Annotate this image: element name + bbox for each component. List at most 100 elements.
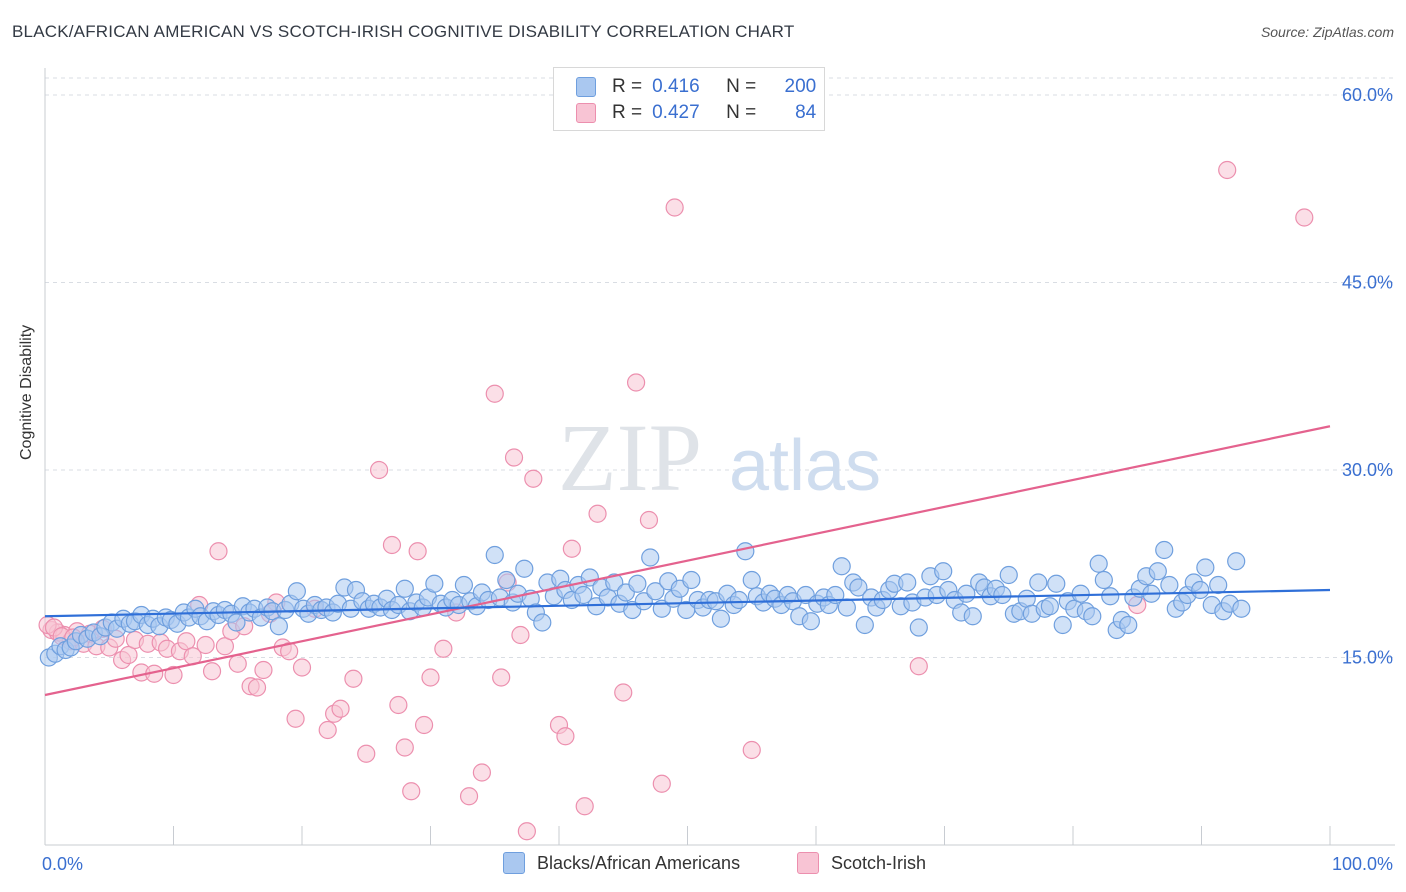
y-tick-label: 15.0% <box>1342 648 1393 668</box>
y-axis-label: Cognitive Disability <box>18 324 35 460</box>
legend-swatch-pink <box>576 103 596 123</box>
black-african-american-point <box>515 559 534 578</box>
black-african-american-point <box>1040 597 1059 616</box>
scotch-irish-point <box>434 639 453 658</box>
scotch-irish-point <box>164 665 183 685</box>
scotch-irish-point <box>614 683 633 702</box>
scotch-irish-point <box>1218 160 1237 180</box>
axes <box>44 68 1395 846</box>
black-african-american-point <box>1101 587 1120 606</box>
y-tick-label: 45.0% <box>1342 273 1393 293</box>
black-african-american-point <box>287 582 306 601</box>
y-tick-label: 30.0% <box>1342 460 1393 480</box>
legend-swatch-pink <box>797 852 819 874</box>
scotch-irish-point <box>1295 208 1314 227</box>
black-african-american-point <box>801 612 820 631</box>
black-african-american-point <box>1119 615 1138 635</box>
scotch-irish-point <box>318 720 337 740</box>
scotch-irish-point <box>742 740 761 760</box>
x-tick-label: 0.0% <box>42 854 83 874</box>
scotch-irish-point <box>389 695 408 715</box>
scotch-irish-point <box>665 198 684 217</box>
scotch-irish-point <box>626 373 646 392</box>
black-african-american-point <box>269 617 288 636</box>
black-african-american-point <box>849 578 868 597</box>
series-legend: Blacks/African Americans Scotch-Irish <box>0 852 1406 878</box>
legend-label-scotch-irish: Scotch-Irish <box>831 852 927 873</box>
black-african-american-point <box>1209 575 1228 595</box>
black-african-american-points <box>39 540 1251 667</box>
legend-row-blacks: R = 0.416 N = 200 <box>576 75 816 99</box>
black-african-american-point <box>605 573 624 592</box>
scotch-irish-point <box>119 645 138 665</box>
legend-r-label: R = <box>612 102 643 123</box>
legend-swatch-blue <box>503 852 525 874</box>
legend-r-value: 0.427 <box>652 102 700 123</box>
scotch-irish-point <box>254 660 273 680</box>
black-african-american-point <box>837 598 856 617</box>
scotch-irish-point <box>286 709 305 728</box>
black-african-american-point <box>729 590 749 610</box>
scotch-irish-point <box>196 635 215 655</box>
black-african-american-point <box>1071 584 1090 603</box>
black-african-american-point <box>993 585 1012 605</box>
black-african-american-point <box>711 609 731 628</box>
scotch-irish-point <box>575 797 594 816</box>
black-african-american-point <box>485 545 504 565</box>
scotch-irish-point <box>909 657 928 676</box>
watermark-atlas: atlas <box>729 426 881 506</box>
legend-item-scotch-irish[interactable]: Scotch-Irish <box>797 852 926 874</box>
scotch-irish-point <box>370 460 389 480</box>
y-tick-label: 60.0% <box>1342 85 1393 105</box>
black-african-american-point <box>909 618 928 637</box>
scotch-irish-point <box>280 642 299 661</box>
black-african-american-point <box>1053 615 1072 635</box>
legend-r-value: 0.416 <box>652 76 700 97</box>
black-african-american-point <box>1083 607 1102 626</box>
black-african-american-point <box>736 542 755 561</box>
scotch-irish-point <box>556 727 575 746</box>
scotch-irish-point <box>421 668 440 687</box>
legend-item-blacks[interactable]: Blacks/African Americans <box>503 852 740 874</box>
legend-swatch-blue <box>576 77 596 97</box>
legend-n-value: 84 <box>795 102 817 123</box>
trend-lines <box>44 425 1331 697</box>
scotch-irish-point <box>344 669 363 688</box>
scotch-irish-point <box>652 774 671 793</box>
black-african-american-point <box>628 574 647 593</box>
scotch-irish-point <box>382 535 402 555</box>
scotch-irish-point <box>292 658 312 677</box>
scotch-irish-point <box>209 542 228 561</box>
watermark-zip: ZIP <box>558 404 702 511</box>
black-african-american-point <box>963 607 982 626</box>
legend-r-label: R = <box>612 76 643 97</box>
black-african-american-point <box>1232 599 1251 618</box>
scotch-irish-point <box>395 738 414 757</box>
black-african-american-point <box>1047 574 1066 593</box>
scotch-irish-trend-line <box>44 425 1331 697</box>
black-african-american-point <box>1094 570 1113 590</box>
scotch-irish-point <box>524 469 543 488</box>
black-african-american-point <box>634 592 653 611</box>
source-label: Source: ZipAtlas.com <box>1260 24 1394 40</box>
legend-label-blacks: Blacks/African Americans <box>537 852 741 873</box>
watermark: ZIP atlas <box>558 404 881 511</box>
scotch-irish-point <box>504 448 524 467</box>
x-tick-label: 100.0% <box>1332 854 1393 874</box>
black-african-american-point <box>1227 552 1246 571</box>
black-african-american-point <box>227 613 246 632</box>
black-african-american-point <box>1191 580 1210 600</box>
scotch-irish-point <box>247 678 267 697</box>
black-african-american-point <box>999 565 1018 585</box>
grid-lines <box>45 77 1395 658</box>
legend-n-label: N = <box>726 76 757 97</box>
legend-n-label: N = <box>726 102 757 123</box>
black-african-american-point <box>1196 558 1215 577</box>
scotch-irish-point <box>511 625 530 645</box>
black-african-american-point <box>1148 562 1167 581</box>
black-african-american-point <box>574 585 593 605</box>
scotch-irish-point <box>485 384 504 403</box>
black-african-american-point <box>425 574 444 593</box>
scotch-irish-point <box>357 744 376 763</box>
